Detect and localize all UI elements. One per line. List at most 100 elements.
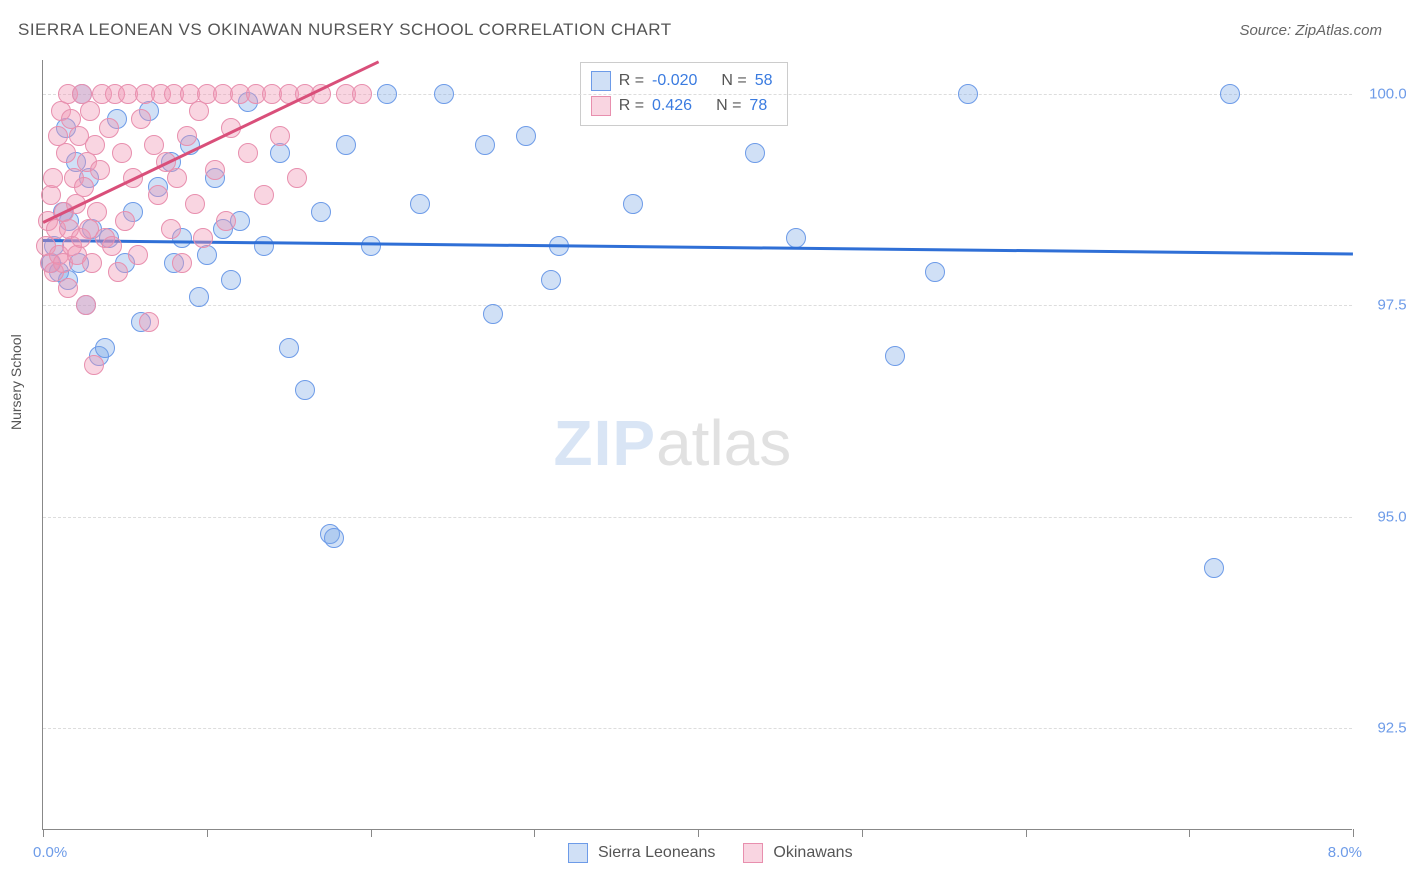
watermark: ZIPatlas [554,406,792,480]
data-point [483,304,503,324]
legend-swatch [568,843,588,863]
data-point [172,253,192,273]
x-tick [698,829,699,837]
x-axis-max-label: 8.0% [1328,844,1362,861]
data-point [115,211,135,231]
chart-title: SIERRA LEONEAN VS OKINAWAN NURSERY SCHOO… [18,20,672,40]
watermark-zip: ZIP [554,407,657,479]
data-point [102,236,122,256]
data-point [185,194,205,214]
stat-n-value: 58 [755,69,773,94]
data-point [131,109,151,129]
data-point [336,135,356,155]
x-tick [862,829,863,837]
data-point [43,168,63,188]
data-point [148,185,168,205]
x-tick [534,829,535,837]
stat-r-value: 0.426 [652,94,692,119]
data-point [128,245,148,265]
data-point [475,135,495,155]
data-point [108,262,128,282]
gridline [43,728,1352,729]
y-tick-label: 95.0% [1360,508,1406,525]
data-point [177,126,197,146]
data-point [112,143,132,163]
watermark-atlas: atlas [656,407,791,479]
data-point [1204,558,1224,578]
data-point [434,84,454,104]
stat-r-label: R = [619,69,644,94]
data-point [786,228,806,248]
x-tick [1189,829,1190,837]
data-point [74,177,94,197]
data-point [958,84,978,104]
stat-n-label: N = [716,94,741,119]
data-point [80,101,100,121]
trend-line [43,239,1353,255]
y-tick-label: 92.5% [1360,720,1406,737]
data-point [84,355,104,375]
stat-r-value: -0.020 [652,69,697,94]
data-point [238,143,258,163]
data-point [85,135,105,155]
legend-label: Okinawans [773,844,852,862]
data-point [623,194,643,214]
data-point [287,168,307,188]
data-point [352,84,372,104]
data-point [295,380,315,400]
y-tick-label: 97.5% [1360,297,1406,314]
data-point [270,126,290,146]
data-point [410,194,430,214]
data-point [167,168,187,188]
data-point [925,262,945,282]
stat-r-label: R = [619,94,644,119]
x-tick [1026,829,1027,837]
gridline [43,517,1352,518]
stats-row: R = -0.020 N = 58 [591,69,773,94]
stat-n-value: 78 [749,94,767,119]
y-axis-label: Nursery School [8,334,24,430]
legend-swatch [743,843,763,863]
data-point [76,295,96,315]
legend-swatch [591,96,611,116]
source-attribution: Source: ZipAtlas.com [1239,22,1382,39]
data-point [56,143,76,163]
data-point [324,528,344,548]
data-point [58,278,78,298]
data-point [139,312,159,332]
data-point [193,228,213,248]
data-point [311,202,331,222]
legend-label: Sierra Leoneans [598,844,715,862]
data-point [99,118,119,138]
data-point [221,270,241,290]
stat-n-label: N = [721,69,746,94]
data-point [361,236,381,256]
data-point [254,236,274,256]
data-point [216,211,236,231]
scatter-plot-area: ZIPatlas R = -0.020 N = 58 R = 0.426 N = 78… [42,60,1352,830]
data-point [90,160,110,180]
data-point [189,287,209,307]
x-axis-min-label: 0.0% [33,844,67,861]
data-point [745,143,765,163]
x-tick [207,829,208,837]
series-legend: Sierra Leoneans Okinawans [568,843,871,863]
data-point [205,160,225,180]
legend-swatch [591,71,611,91]
x-tick [1353,829,1354,837]
data-point [82,253,102,273]
data-point [254,185,274,205]
data-point [161,219,181,239]
data-point [197,245,217,265]
data-point [279,338,299,358]
y-tick-label: 100.0% [1360,85,1406,102]
data-point [87,202,107,222]
data-point [516,126,536,146]
data-point [377,84,397,104]
data-point [885,346,905,366]
x-tick [371,829,372,837]
x-tick [43,829,44,837]
data-point [541,270,561,290]
gridline [43,305,1352,306]
data-point [1220,84,1240,104]
